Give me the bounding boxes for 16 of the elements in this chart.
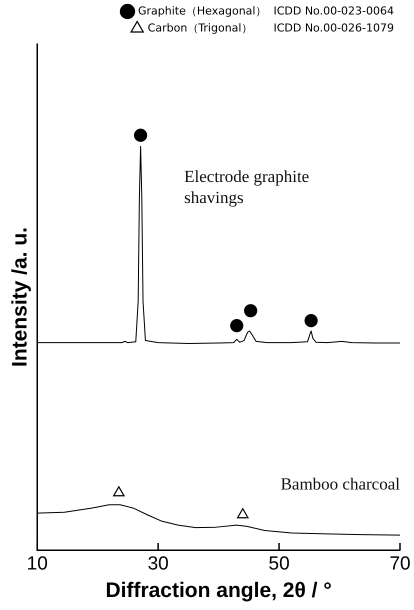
point [236, 508, 249, 518]
x-tick-label: 50 [268, 554, 290, 575]
x-tick-label: 70 [389, 554, 411, 575]
x-axis-title: Diffraction angle, 2θ / ° [105, 579, 332, 602]
point [134, 128, 148, 142]
point [244, 304, 258, 318]
text: Electrode graphite shavings [184, 166, 310, 207]
x-tick-label: 30 [148, 554, 169, 575]
point [230, 319, 244, 332]
y-axis-title: Intensity /a. u. [8, 226, 32, 368]
legend-label: Carbon（Trigonal） ICDD No.00-026-1079 [148, 21, 394, 34]
point [113, 486, 125, 496]
x-tick-label: 10 [26, 554, 48, 575]
legend-label: Graphite（Hexagonal） ICDD No.00-023-0064 [138, 4, 394, 18]
text: Bamboo charcoal [280, 474, 400, 494]
point [304, 314, 318, 328]
